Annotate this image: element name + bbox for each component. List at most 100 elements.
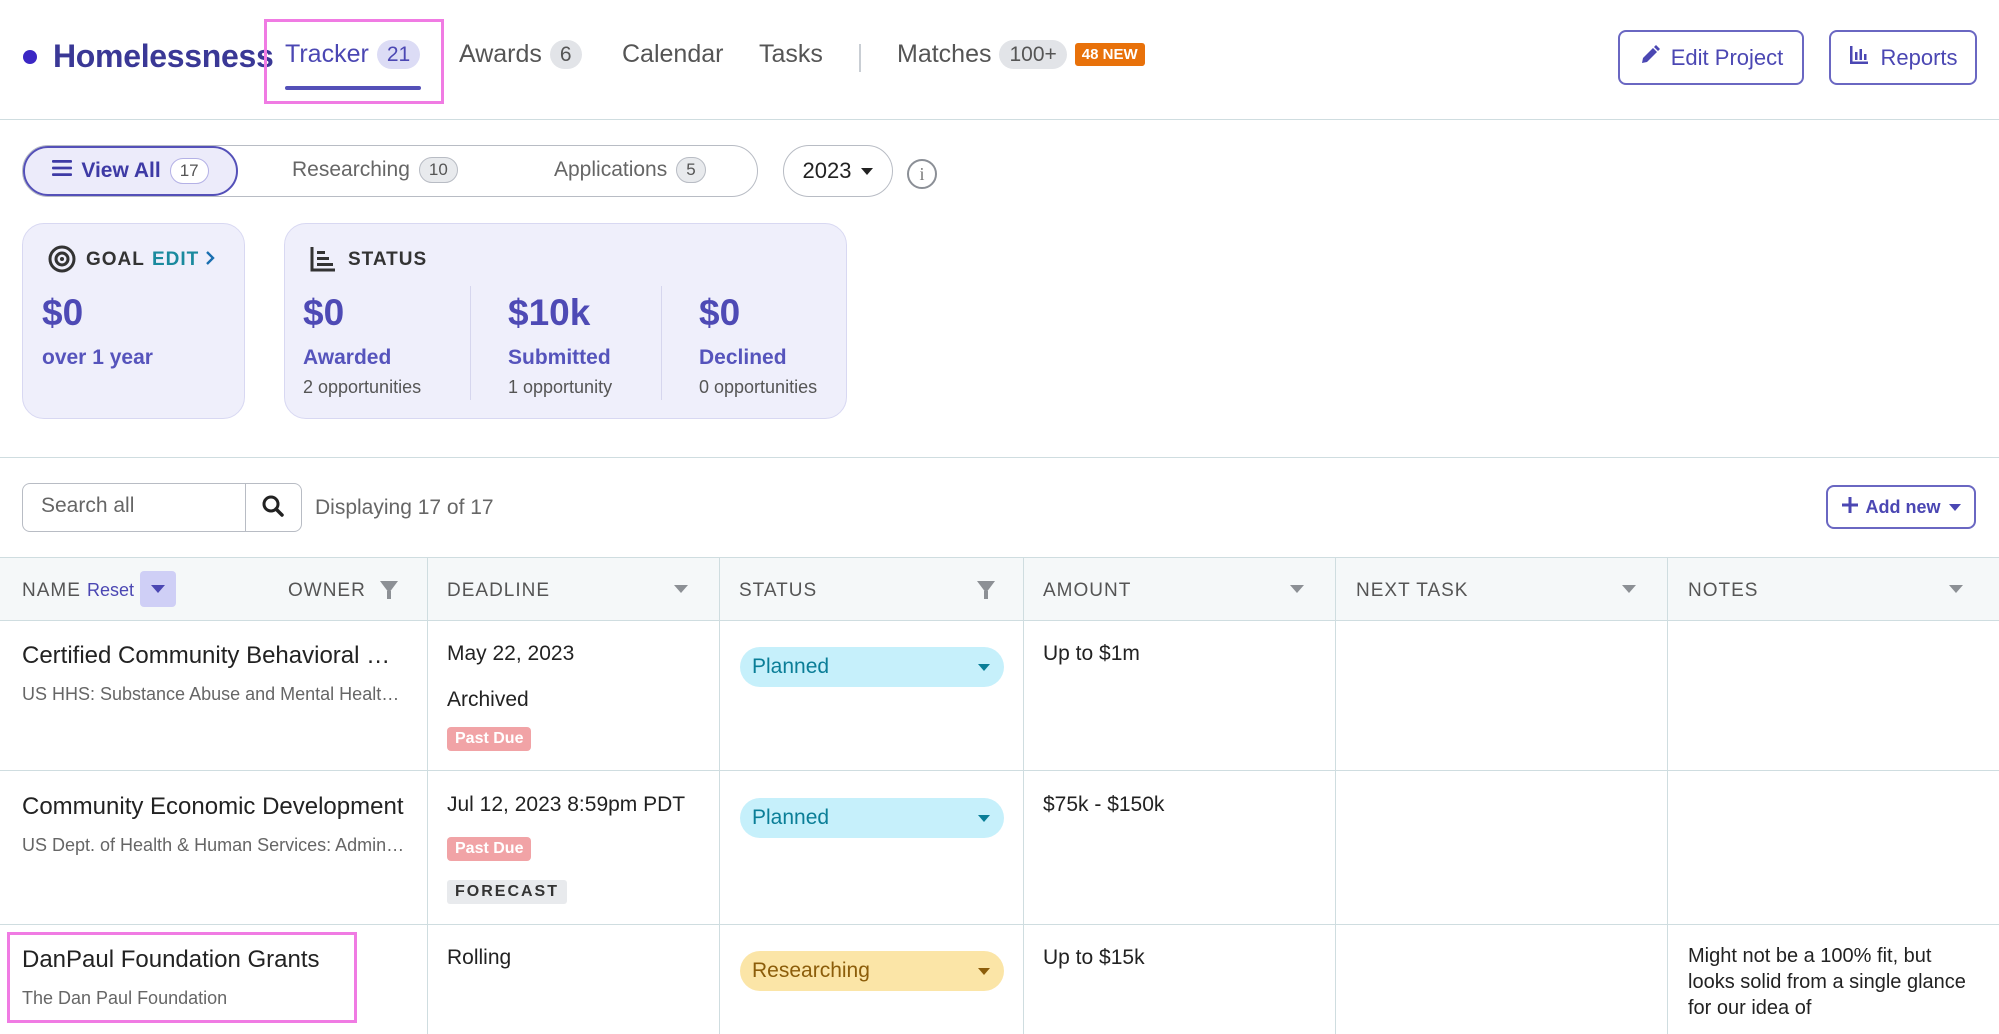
tab-tracker[interactable]: Tracker 21 <box>285 40 421 70</box>
table-header <box>0 557 1999 621</box>
status-select[interactable]: Researching <box>740 951 1004 991</box>
filter-researching-label: Researching <box>292 158 410 181</box>
list-icon <box>52 159 73 183</box>
chevron-right-icon <box>205 250 215 271</box>
header-status[interactable]: STATUS <box>739 580 818 601</box>
filter-applications[interactable]: Applications 5 <box>554 157 706 183</box>
stat-divider <box>470 286 471 400</box>
row-deadline: Rolling <box>447 946 512 969</box>
display-count: Displaying 17 of 17 <box>315 496 494 519</box>
stat-awarded-detail: 2 opportunities <box>303 377 422 397</box>
tab-matches[interactable]: Matches 100+ 48 NEW <box>897 40 1145 70</box>
status-label: STATUS <box>348 249 428 270</box>
target-icon <box>48 245 76 278</box>
goal-period: over 1 year <box>42 346 153 369</box>
bar-chart-icon <box>1848 44 1870 72</box>
edit-project-button[interactable]: Edit Project <box>1618 30 1804 85</box>
forecast-badge: FORECAST <box>447 880 567 904</box>
notes-sort-icon[interactable] <box>1949 585 1963 593</box>
name-sort-button[interactable] <box>140 571 176 607</box>
filter-view-all[interactable]: View All 17 <box>23 146 238 196</box>
filter-researching[interactable]: Researching 10 <box>292 157 458 183</box>
tab-tracker-count: 21 <box>376 40 421 70</box>
chevron-down-icon <box>978 814 990 822</box>
search-divider <box>245 484 246 531</box>
tab-tasks-label: Tasks <box>759 40 823 68</box>
stat-submitted-amount: $10k <box>508 292 591 333</box>
owner-filter-icon[interactable] <box>380 581 398 599</box>
row-name-link[interactable]: Certified Community Behavioral Health Cl… <box>22 642 407 669</box>
tracker-tab-highlight <box>264 19 444 104</box>
row-divider <box>0 924 1999 925</box>
year-select[interactable]: 2023 <box>783 145 893 197</box>
past-due-badge: Past Due <box>447 837 532 861</box>
goal-card <box>22 223 245 419</box>
filter-applications-label: Applications <box>554 158 668 181</box>
header-notes[interactable]: NOTES <box>1688 580 1759 601</box>
tab-matches-count: 100+ <box>999 40 1067 70</box>
add-new-label: Add new <box>1865 496 1941 517</box>
column-divider <box>719 557 720 1034</box>
next-task-sort-icon[interactable] <box>1622 585 1636 593</box>
tab-awards-label: Awards <box>459 40 542 69</box>
status-value: Planned <box>752 806 830 829</box>
status-filter-icon[interactable] <box>977 581 995 599</box>
header-name[interactable]: NAME <box>22 580 81 601</box>
header-next-task[interactable]: NEXT TASK <box>1356 580 1469 601</box>
header-amount[interactable]: AMOUNT <box>1043 580 1132 601</box>
edit-goal-label: EDIT <box>152 249 200 270</box>
new-matches-badge: 48 NEW <box>1074 43 1145 67</box>
filter-applications-count: 5 <box>676 157 706 183</box>
add-new-button[interactable]: Add new <box>1826 485 1976 529</box>
header-divider <box>0 119 1999 120</box>
status-card <box>284 223 847 419</box>
status-value: Planned <box>752 655 830 678</box>
row-org: US HHS: Substance Abuse and Mental Healt… <box>22 684 407 704</box>
row-amount: $75k - $150k <box>1043 793 1165 816</box>
search-input[interactable] <box>41 494 241 518</box>
row-divider <box>0 770 1999 771</box>
stat-awarded-amount: $0 <box>303 292 345 333</box>
reports-label: Reports <box>1880 44 1958 70</box>
view-filter-group <box>22 145 758 197</box>
reset-sort-link[interactable]: Reset <box>87 580 135 600</box>
tab-calendar[interactable]: Calendar <box>622 40 723 69</box>
amount-sort-icon[interactable] <box>1290 585 1304 593</box>
edit-goal-link[interactable]: EDIT <box>152 249 215 271</box>
row-name-link[interactable]: Community Economic Development <box>22 793 404 820</box>
tab-awards-count: 6 <box>549 40 582 70</box>
header-deadline[interactable]: DEADLINE <box>447 580 551 601</box>
stat-declined-detail: 0 opportunities <box>699 377 818 397</box>
column-divider <box>1023 557 1024 1034</box>
header-owner[interactable]: OWNER <box>288 580 366 601</box>
tab-awards[interactable]: Awards 6 <box>459 40 582 70</box>
row-deadline: Jul 12, 2023 8:59pm PDT <box>447 793 686 816</box>
stat-submitted-detail: 1 opportunity <box>508 377 613 397</box>
stat-submitted-label: Submitted <box>508 346 611 369</box>
column-divider <box>1667 557 1668 1034</box>
edit-project-label: Edit Project <box>1670 44 1784 70</box>
reports-button[interactable]: Reports <box>1829 30 1977 85</box>
row-org: US Dept. of Health & Human Services: Adm… <box>22 835 407 855</box>
tab-tasks[interactable]: Tasks <box>759 40 823 69</box>
column-divider <box>1335 557 1336 1034</box>
info-icon[interactable]: i <box>907 159 937 189</box>
column-divider <box>427 557 428 1034</box>
section-divider <box>0 457 1999 458</box>
chevron-down-icon <box>861 167 874 175</box>
stat-awarded-label: Awarded <box>303 346 392 369</box>
deadline-sort-icon[interactable] <box>674 585 688 593</box>
tab-calendar-label: Calendar <box>622 40 724 68</box>
row-name-link[interactable]: DanPaul Foundation Grants <box>22 946 320 973</box>
search-box <box>22 483 302 532</box>
chevron-down-icon <box>151 585 165 593</box>
status-select[interactable]: Planned <box>740 798 1004 838</box>
search-icon[interactable] <box>261 494 285 523</box>
filter-view-all-count: 17 <box>169 158 209 184</box>
row-org: The Dan Paul Foundation <box>22 988 228 1008</box>
status-select[interactable]: Planned <box>740 647 1004 687</box>
row-deadline: May 22, 2023 <box>447 642 575 665</box>
row-name-highlight <box>7 932 357 1023</box>
project-dot <box>23 50 37 64</box>
year-value: 2023 <box>802 158 852 183</box>
